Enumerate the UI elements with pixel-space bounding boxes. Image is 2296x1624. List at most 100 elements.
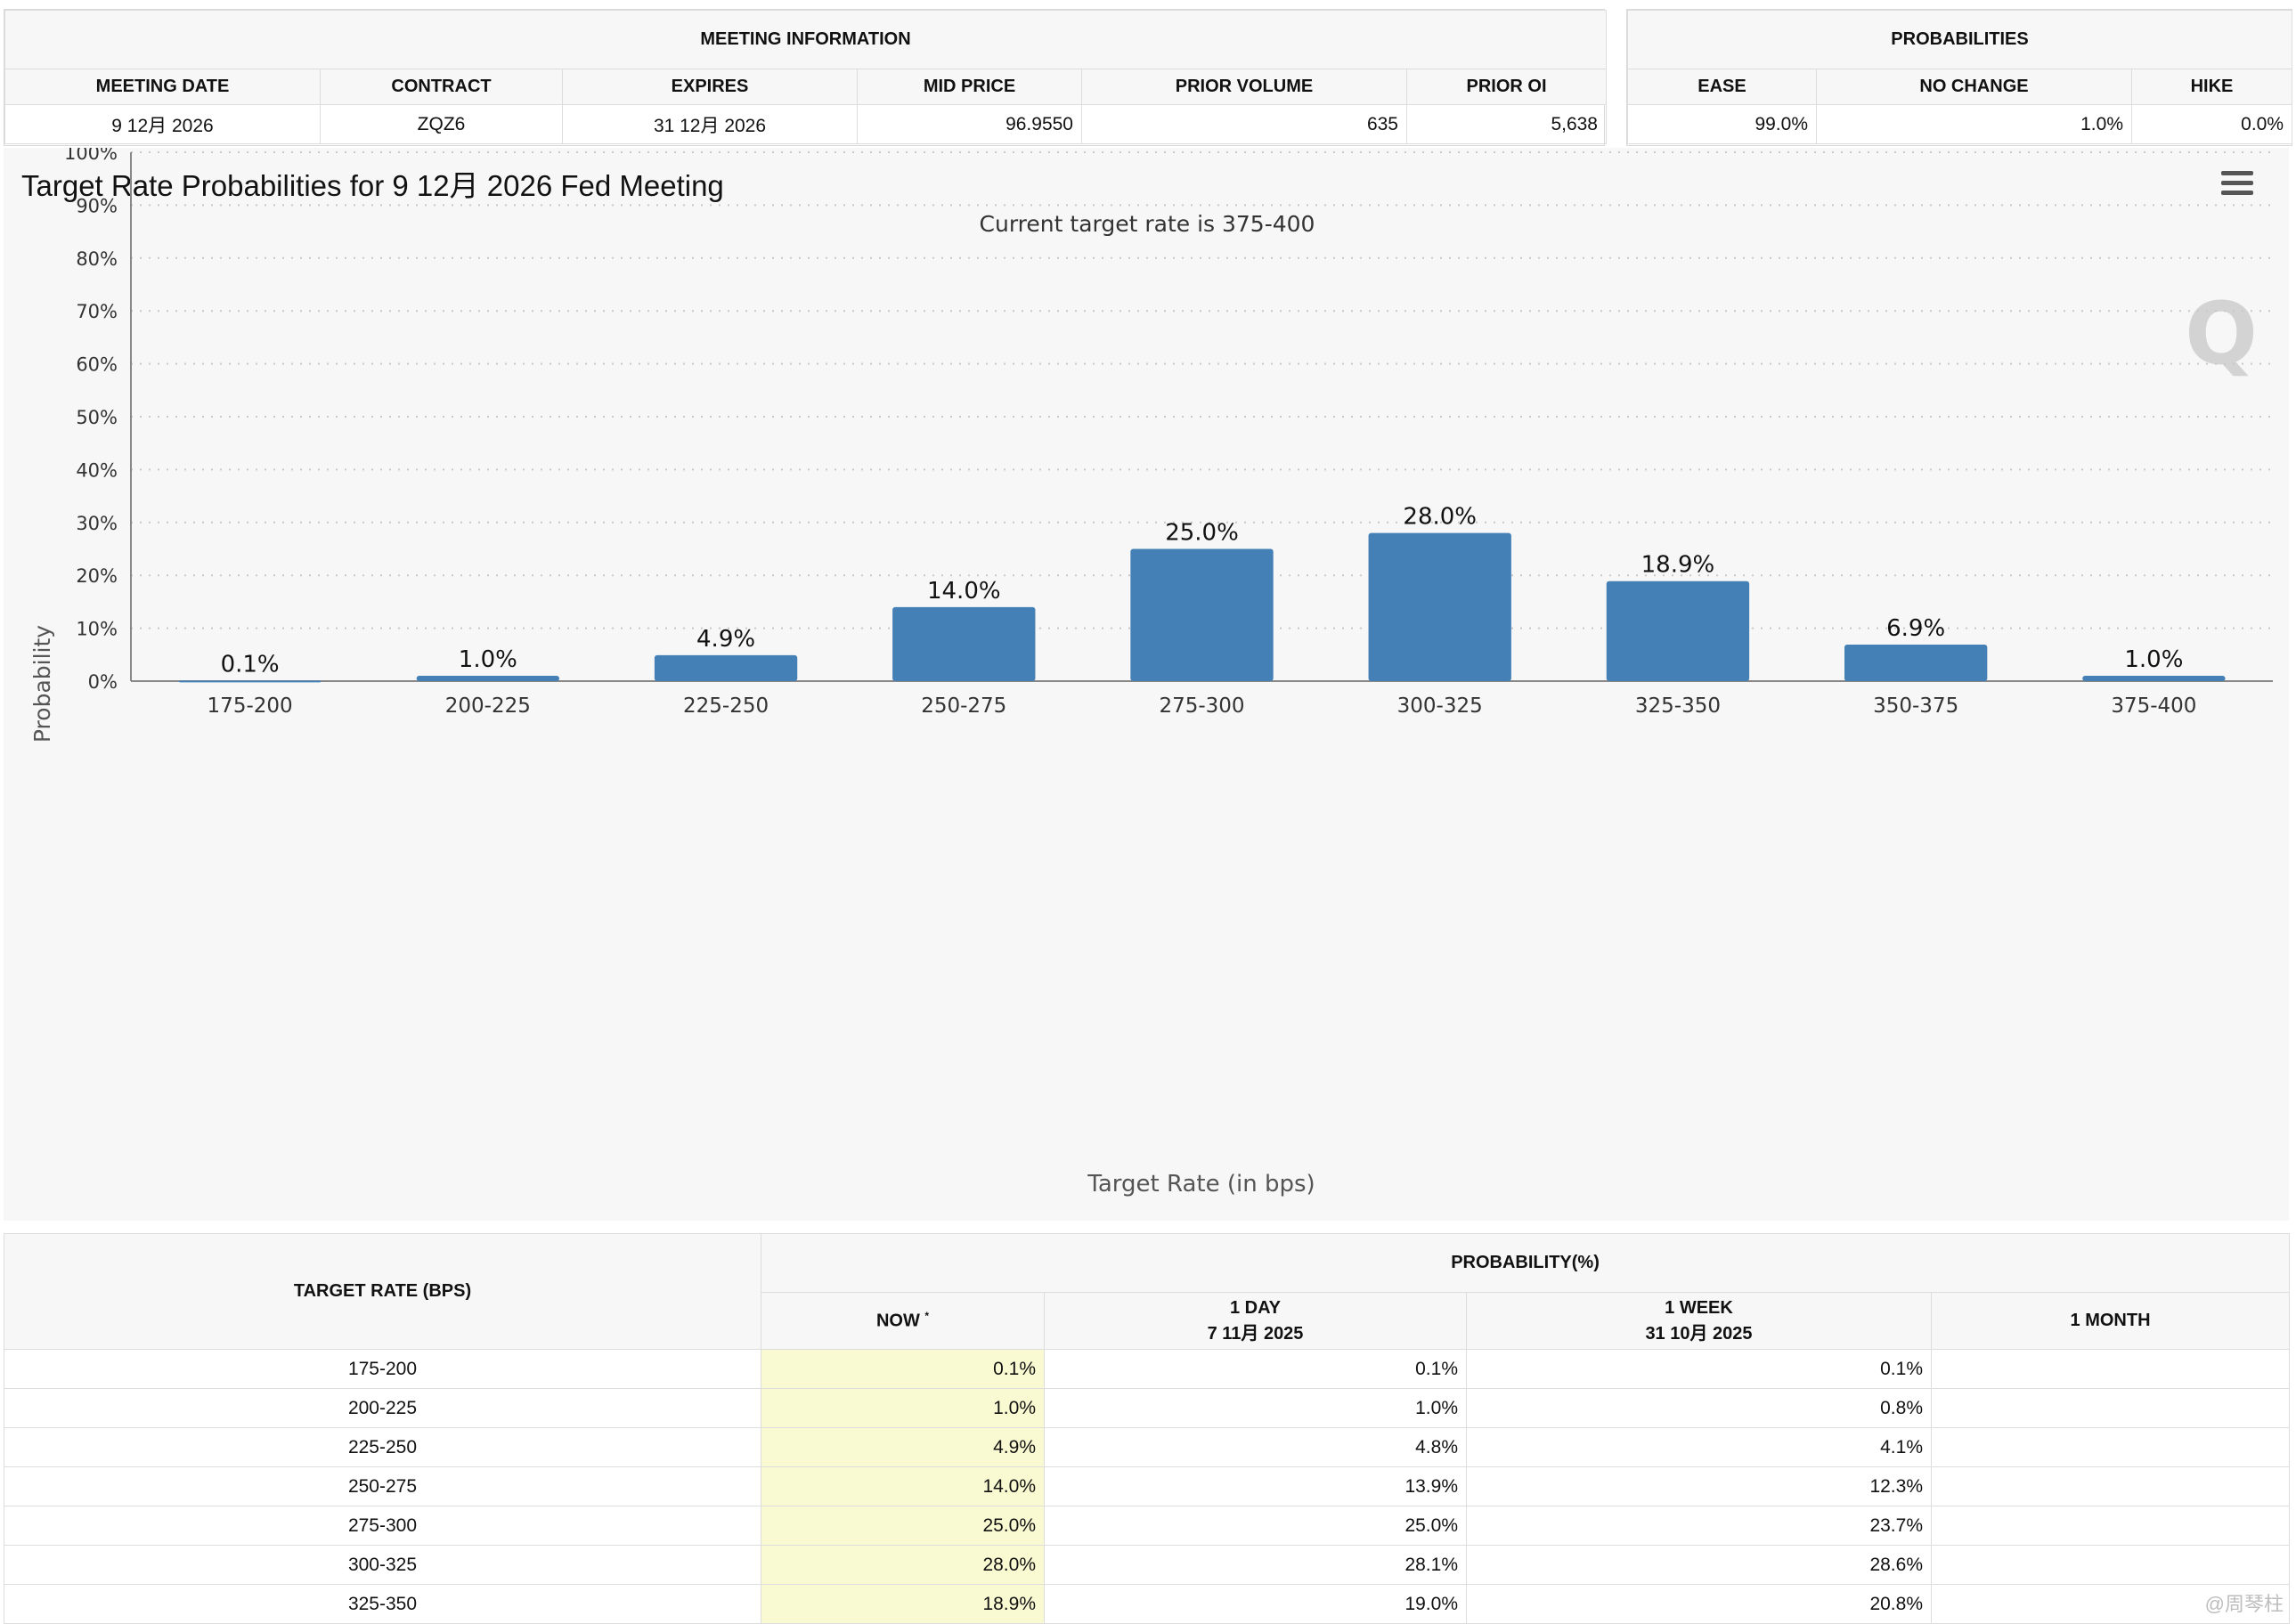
- probabilities-title: PROBABILITIES: [1626, 10, 2293, 69]
- y-tick-label: 60%: [76, 354, 118, 376]
- table-row: 325-350 18.9% 19.0% 20.8%: [4, 1584, 2291, 1624]
- one-day-cell: 28.1%: [1044, 1545, 1467, 1585]
- hike-value: 0.0%: [2130, 104, 2293, 144]
- bar-350-375[interactable]: [1844, 645, 1988, 681]
- x-axis-title: Target Rate (in bps): [1087, 1171, 1315, 1198]
- chart-title: Target Rate Probabilities for 9 12月 2026…: [21, 169, 724, 202]
- table-row: 275-300 25.0% 25.0% 23.7%: [4, 1506, 2291, 1546]
- one-day-cell: 19.0%: [1044, 1584, 1467, 1624]
- table-row: 200-225 1.0% 1.0% 0.8%: [4, 1388, 2291, 1428]
- x-tick-label: 225-250: [683, 694, 769, 718]
- meeting-info-panel: MEETING INFORMATION MEETING DATE CONTRAC…: [4, 9, 1607, 146]
- y-tick-label: 70%: [76, 301, 118, 322]
- data-label: 25.0%: [1165, 520, 1239, 547]
- one-week-cell: 0.1%: [1466, 1349, 1932, 1389]
- hamburger-icon-bar: [2221, 181, 2253, 185]
- one-day-cell: 1.0%: [1044, 1388, 1467, 1428]
- table-row: 300-325 28.0% 28.1% 28.6%: [4, 1545, 2291, 1585]
- data-label: 1.0%: [459, 646, 517, 673]
- one-day-cell: 25.0%: [1044, 1506, 1467, 1546]
- one-day-date: 7 11月 2025: [1207, 1323, 1304, 1344]
- one-week-cell: 20.8%: [1466, 1584, 1932, 1624]
- no-change-header: NO CHANGE: [1816, 69, 2132, 105]
- x-tick-label: 300-325: [1397, 694, 1483, 718]
- one-month-cell: [1930, 1506, 2291, 1546]
- one-month-cell: [1930, 1584, 2291, 1624]
- bar-375-400[interactable]: [2082, 676, 2226, 681]
- one-month-cell: [1930, 1466, 2291, 1506]
- table-row: 225-250 4.9% 4.8% 4.1%: [4, 1427, 2291, 1467]
- y-tick-label: 10%: [76, 619, 118, 640]
- data-label: 28.0%: [1403, 504, 1477, 531]
- x-tick-label: 375-400: [2111, 694, 2196, 718]
- now-cell: 18.9%: [761, 1584, 1045, 1624]
- meeting-info-table: MEETING INFORMATION MEETING DATE CONTRAC…: [4, 10, 1607, 144]
- x-tick-label: 175-200: [208, 694, 293, 718]
- table-row: 250-275 14.0% 13.9% 12.3%: [4, 1466, 2291, 1506]
- now-cell: 4.9%: [761, 1427, 1045, 1467]
- y-axis-title: Probability: [29, 625, 55, 743]
- bar-200-225[interactable]: [416, 676, 559, 681]
- chart-subtitle: Current target rate is 375-400: [980, 211, 1315, 237]
- bar-300-325[interactable]: [1368, 532, 1511, 681]
- expires-header: EXPIRES: [562, 69, 858, 105]
- history-table: TARGET RATE (BPS) PROBABILITY(%) NOW * 1…: [4, 1233, 2291, 1624]
- one-month-cell: [1930, 1388, 2291, 1428]
- mid-price-header: MID PRICE: [857, 69, 1082, 105]
- data-label: 14.0%: [927, 578, 1001, 605]
- rate-cell: 175-200: [4, 1349, 761, 1389]
- prior-volume-value: 635: [1081, 104, 1407, 144]
- hike-header: HIKE: [2130, 69, 2293, 105]
- one-month-cell: [1930, 1545, 2291, 1585]
- probability-header: PROBABILITY(%): [760, 1233, 2291, 1293]
- one-week-label: 1 WEEK: [1665, 1297, 1733, 1318]
- contract-header: CONTRACT: [320, 69, 563, 105]
- now-header: NOW *: [761, 1292, 1045, 1350]
- y-tick-label: 80%: [76, 248, 118, 270]
- one-day-cell: 13.9%: [1044, 1466, 1467, 1506]
- one-week-cell: 12.3%: [1466, 1466, 1932, 1506]
- meeting-date-header: MEETING DATE: [4, 69, 321, 105]
- expires-value: 31 12月 2026: [562, 104, 858, 144]
- probabilities-table: PROBABILITIES EASE NO CHANGE HIKE 99.0% …: [1626, 10, 2293, 144]
- y-tick-label: 40%: [76, 459, 118, 481]
- x-tick-label: 325-350: [1635, 694, 1721, 718]
- ease-header: EASE: [1627, 69, 1817, 105]
- bar-175-200[interactable]: [178, 680, 322, 683]
- prior-oi-value: 5,638: [1406, 104, 1607, 144]
- rate-cell: 250-275: [4, 1466, 761, 1506]
- hamburger-icon-bar: [2221, 191, 2253, 195]
- now-cell: 1.0%: [761, 1388, 1045, 1428]
- bar-225-250[interactable]: [654, 654, 798, 681]
- one-week-date: 31 10月 2025: [1645, 1323, 1753, 1344]
- data-label: 0.1%: [221, 651, 280, 678]
- contract-value: ZQZ6: [320, 104, 563, 144]
- bar-250-275[interactable]: [892, 606, 1036, 681]
- y-tick-label: 0%: [88, 671, 118, 693]
- x-tick-label: 350-375: [1873, 694, 1958, 718]
- one-day-header: 1 DAY 7 11月 2025: [1044, 1292, 1467, 1350]
- probabilities-panel: PROBABILITIES EASE NO CHANGE HIKE 99.0% …: [1626, 9, 2293, 146]
- one-week-cell: 28.6%: [1466, 1545, 1932, 1585]
- mid-price-value: 96.9550: [857, 104, 1082, 144]
- y-tick-label: 50%: [76, 407, 118, 428]
- one-week-cell: 23.7%: [1466, 1506, 1932, 1546]
- one-day-label: 1 DAY: [1229, 1297, 1282, 1318]
- x-tick-label: 250-275: [921, 694, 1006, 718]
- now-asterisk: *: [924, 1310, 930, 1323]
- meeting-info-title: MEETING INFORMATION: [4, 10, 1607, 69]
- rate-cell: 300-325: [4, 1545, 761, 1585]
- prior-volume-header: PRIOR VOLUME: [1081, 69, 1407, 105]
- y-tick-label: 20%: [76, 565, 118, 587]
- bar-275-300[interactable]: [1130, 548, 1274, 682]
- bar-325-350[interactable]: [1606, 581, 1750, 681]
- y-tick-label: 90%: [76, 195, 118, 216]
- one-week-cell: 4.1%: [1466, 1427, 1932, 1467]
- meeting-date-value: 9 12月 2026: [4, 104, 321, 144]
- ease-value: 99.0%: [1627, 104, 1817, 144]
- hamburger-icon-bar: [2221, 171, 2253, 175]
- chart-menu-button[interactable]: [2221, 171, 2253, 198]
- one-day-cell: 0.1%: [1044, 1349, 1467, 1389]
- one-month-cell: [1930, 1427, 2291, 1467]
- probability-bar-chart: Current target rate is 375-400 Q 0% 10% 20…: [29, 148, 2273, 1198]
